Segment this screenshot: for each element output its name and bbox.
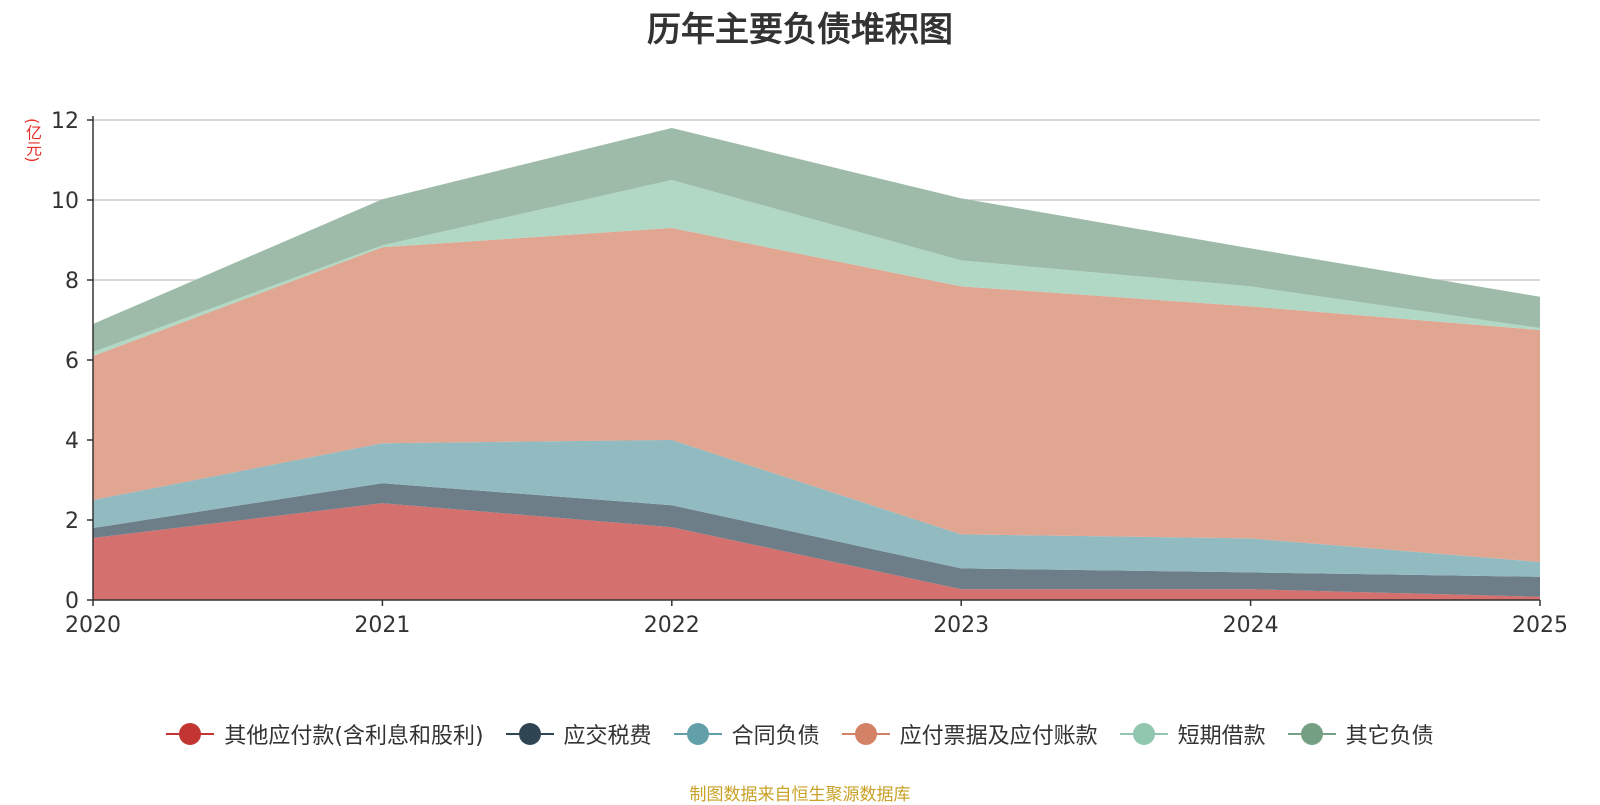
legend-marker-icon — [1120, 722, 1168, 746]
legend-item-5[interactable]: 短期借款 — [1120, 718, 1266, 750]
x-tick-label: 2022 — [644, 613, 700, 638]
legend-label: 其它负债 — [1346, 718, 1434, 750]
legend-marker-icon — [674, 722, 722, 746]
legend-label: 短期借款 — [1178, 718, 1266, 750]
legend-marker-icon — [506, 722, 554, 746]
legend-item-6[interactable]: 其它负债 — [1288, 718, 1434, 750]
legend-item-4[interactable]: 应付票据及应付账款 — [842, 718, 1098, 750]
y-tick-label: 12 — [51, 109, 79, 134]
y-tick-label: 0 — [65, 589, 79, 614]
legend: 其他应付款(含利息和股利) 应交税费 合同负债 应付票据及应付账款 短期借款 其它负债 — [0, 718, 1600, 750]
legend-marker-icon — [1288, 722, 1336, 746]
y-tick-label: 10 — [51, 189, 79, 214]
stacked-area-chart: 0 2 4 6 8 10 12 2020 2021 2022 2023 2024 2025 — [0, 0, 1600, 800]
x-tick-label: 2021 — [354, 613, 410, 638]
legend-marker-icon — [166, 722, 214, 746]
x-tick-label: 2023 — [933, 613, 989, 638]
legend-item-1[interactable]: 其他应付款(含利息和股利) — [166, 718, 483, 750]
chart-title: 历年主要负债堆积图 — [0, 2, 1600, 51]
legend-label: 合同负债 — [732, 718, 820, 750]
source-note: 制图数据来自恒生聚源数据库 — [0, 780, 1600, 805]
y-tick-label: 2 — [65, 509, 79, 534]
area-series — [93, 128, 1540, 600]
y-axis-unit-label: (亿元) — [20, 118, 44, 162]
legend-label: 应付票据及应付账款 — [900, 718, 1098, 750]
y-tick-label: 8 — [65, 269, 79, 294]
legend-label: 其他应付款(含利息和股利) — [224, 718, 483, 750]
legend-item-3[interactable]: 合同负债 — [674, 718, 820, 750]
x-tick-label: 2025 — [1512, 613, 1568, 638]
legend-marker-icon — [842, 722, 890, 746]
x-tick-label: 2024 — [1223, 613, 1279, 638]
x-tick-label: 2020 — [65, 613, 121, 638]
y-tick-label: 6 — [65, 349, 79, 374]
legend-item-2[interactable]: 应交税费 — [506, 718, 652, 750]
y-tick-label: 4 — [65, 429, 79, 454]
legend-label: 应交税费 — [564, 718, 652, 750]
